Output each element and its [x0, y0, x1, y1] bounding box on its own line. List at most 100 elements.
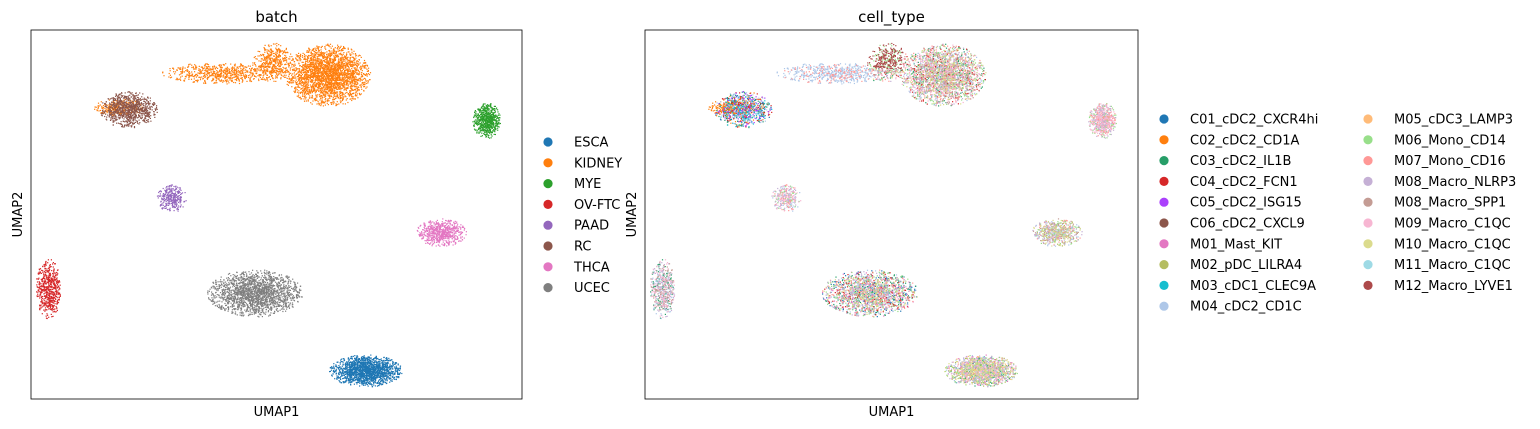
- legend-marker: [1363, 280, 1373, 290]
- legend-marker: [1159, 301, 1169, 311]
- chart-title-cell-type: cell_type: [858, 8, 925, 27]
- legend-label: M08_Macro_NLRP3: [1394, 175, 1516, 190]
- legend-marker: [1159, 135, 1169, 145]
- legend-marker: [1159, 260, 1169, 270]
- legend-item: M04_cDC2_CD1C: [1159, 300, 1302, 315]
- legend-item: UCEC: [543, 281, 610, 296]
- legend-item: M05_cDC3_LAMP3: [1363, 113, 1513, 128]
- legend-item: M10_Macro_C1QC: [1363, 237, 1511, 252]
- series-points-m10-macro-c1qc: [823, 44, 1081, 387]
- legend-item: M06_Mono_CD14: [1363, 133, 1506, 148]
- legend-marker: [1363, 218, 1373, 228]
- legend-marker: [1363, 114, 1373, 124]
- series-points-paad: [156, 184, 187, 212]
- legend-marker: [1159, 280, 1169, 290]
- legend-label: RC: [574, 240, 591, 255]
- legend-item: M03_cDC1_CLEC9A: [1159, 279, 1316, 294]
- legend-batch: ESCA KIDNEY MYE OV-FTC PAAD RC THCA UCEC: [543, 136, 622, 296]
- legend-marker: [543, 137, 553, 147]
- scatter-points-batch: [36, 42, 501, 388]
- legend-label: THCA: [573, 260, 610, 275]
- legend-marker: [543, 283, 553, 293]
- legend-item: M12_Macro_LYVE1: [1363, 279, 1513, 294]
- legend-label: C03_cDC2_IL1B: [1190, 154, 1291, 169]
- series-points-thca: [416, 218, 467, 247]
- legend-marker: [1159, 176, 1169, 186]
- legend-item: PAAD: [543, 219, 609, 234]
- legend-marker: [1159, 218, 1169, 228]
- legend-label: M01_Mast_KIT: [1190, 237, 1282, 252]
- legend-item: ESCA: [543, 136, 609, 151]
- legend-marker: [1363, 176, 1373, 186]
- legend-label: C04_cDC2_FCN1: [1190, 175, 1298, 190]
- series-points-ov-ftc: [36, 259, 61, 320]
- legend-item: RC: [543, 240, 591, 255]
- legend-label: M04_cDC2_CD1C: [1190, 300, 1302, 315]
- legend-cell-type: C01_cDC2_CXCR4hi C02_cDC2_CD1A C03_cDC2_IL…: [1159, 113, 1516, 315]
- series-points-ucec: [207, 269, 303, 318]
- legend-marker: [1363, 156, 1373, 166]
- legend-item: THCA: [543, 260, 610, 275]
- legend-marker: [1159, 239, 1169, 249]
- legend-item: M07_Mono_CD16: [1363, 154, 1506, 169]
- legend-item: C05_cDC2_ISG15: [1159, 196, 1302, 211]
- legend-item: C02_cDC2_CD1A: [1159, 133, 1299, 148]
- legend-item: OV-FTC: [543, 198, 620, 213]
- legend-marker: [1363, 260, 1373, 270]
- plot-frame-cell-type: [644, 29, 1139, 400]
- legend-label: C01_cDC2_CXCR4hi: [1190, 113, 1318, 128]
- x-axis-label-cell-type: UMAP1: [869, 405, 915, 420]
- legend-label: M06_Mono_CD14: [1394, 133, 1506, 148]
- legend-label: C05_cDC2_ISG15: [1190, 196, 1302, 211]
- legend-label: M12_Macro_LYVE1: [1394, 279, 1513, 294]
- legend-label: M07_Mono_CD16: [1394, 154, 1506, 169]
- legend-item: M11_Macro_C1QC: [1363, 258, 1511, 273]
- legend-label: M03_cDC1_CLEC9A: [1190, 279, 1316, 294]
- series-points-esca: [329, 354, 403, 388]
- legend-item: M01_Mast_KIT: [1159, 237, 1282, 252]
- legend-label: M08_Macro_SPP1: [1394, 196, 1506, 211]
- legend-item: M02_pDC_LILRA4: [1159, 258, 1302, 273]
- legend-marker: [543, 220, 553, 230]
- x-axis-label-batch: UMAP1: [254, 405, 300, 420]
- legend-marker: [543, 241, 553, 251]
- legend-item: C03_cDC2_IL1B: [1159, 154, 1291, 169]
- legend-marker: [1363, 197, 1373, 207]
- legend-item: M08_Macro_NLRP3: [1363, 175, 1516, 190]
- legend-label: M11_Macro_C1QC: [1394, 258, 1511, 273]
- scatter-points-cell-type: [650, 42, 1117, 388]
- legend-label: PAAD: [574, 219, 609, 234]
- legend-label: ESCA: [574, 136, 609, 151]
- legend-marker: [1159, 197, 1169, 207]
- legend-item: MYE: [543, 177, 601, 192]
- legend-label: OV-FTC: [574, 198, 620, 213]
- legend-marker: [1159, 156, 1169, 166]
- legend-marker: [1363, 239, 1373, 249]
- y-axis-label-batch: UMAP2: [11, 192, 26, 238]
- legend-label: C06_cDC2_CXCL9: [1190, 217, 1305, 232]
- legend-item: C04_cDC2_FCN1: [1159, 175, 1298, 190]
- legend-label: C02_cDC2_CD1A: [1190, 133, 1299, 148]
- legend-item: C01_cDC2_CXCR4hi: [1159, 113, 1318, 128]
- legend-marker: [543, 199, 553, 209]
- series-points-m12-macro-lyve1: [867, 42, 904, 70]
- panel-batch: batch UMAP1 UMAP2 ESCA KIDNEY MYE OV-FTC PAA…: [11, 8, 622, 420]
- legend-item: C06_cDC2_CXCL9: [1159, 217, 1305, 232]
- legend-label: M10_Macro_C1QC: [1394, 237, 1511, 252]
- legend-marker: [543, 158, 553, 168]
- legend-label: M09_Macro_C1QC: [1394, 217, 1511, 232]
- legend-label: MYE: [574, 177, 601, 192]
- series-points-kidney: [94, 42, 372, 117]
- legend-marker: [1363, 135, 1373, 145]
- legend-marker: [1159, 114, 1169, 124]
- plot-frame-batch: [30, 29, 523, 400]
- legend-marker: [543, 262, 553, 272]
- panel-cell-type: cell_type UMAP1 UMAP2 C01_cDC2_CXCR4hiC0…: [625, 8, 1516, 420]
- legend-item: KIDNEY: [543, 156, 622, 171]
- legend-label: UCEC: [574, 281, 610, 296]
- legend-label: M02_pDC_LILRA4: [1190, 258, 1302, 273]
- legend-label: M05_cDC3_LAMP3: [1394, 113, 1513, 128]
- series-points-rc: [100, 91, 158, 129]
- legend-item: M08_Macro_SPP1: [1363, 196, 1506, 211]
